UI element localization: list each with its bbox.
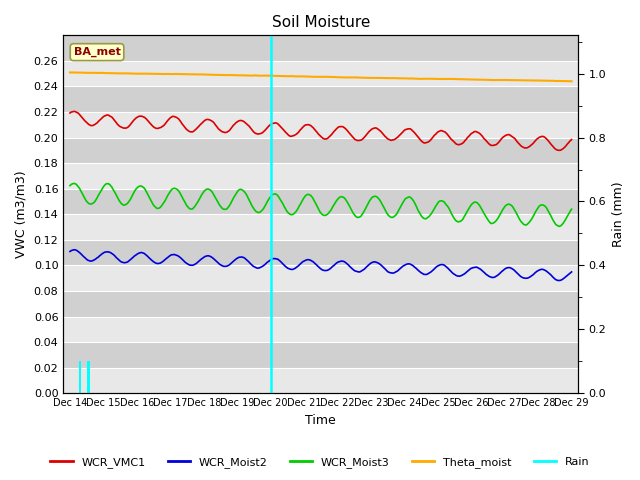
Bar [63, 36, 579, 61]
Bar [63, 189, 579, 214]
Bar [63, 214, 579, 240]
Bar [63, 61, 579, 86]
Bar [63, 240, 579, 265]
Bar [63, 138, 579, 163]
Y-axis label: VWC (m3/m3): VWC (m3/m3) [15, 170, 28, 258]
Legend: WCR_VMC1, WCR_Moist2, WCR_Moist3, Theta_moist, Rain: WCR_VMC1, WCR_Moist2, WCR_Moist3, Theta_… [46, 452, 594, 472]
Bar [63, 112, 579, 138]
Title: Soil Moisture: Soil Moisture [271, 15, 370, 30]
Bar [87, 361, 90, 393]
Y-axis label: Rain (mm): Rain (mm) [612, 181, 625, 247]
Bar [63, 368, 579, 393]
Bar [63, 265, 579, 291]
Text: BA_met: BA_met [74, 47, 120, 57]
Bar [63, 291, 579, 316]
Bar [79, 361, 81, 393]
Bar [63, 86, 579, 112]
Bar [63, 163, 579, 189]
X-axis label: Time: Time [305, 414, 336, 427]
Bar [63, 316, 579, 342]
Bar [63, 342, 579, 368]
